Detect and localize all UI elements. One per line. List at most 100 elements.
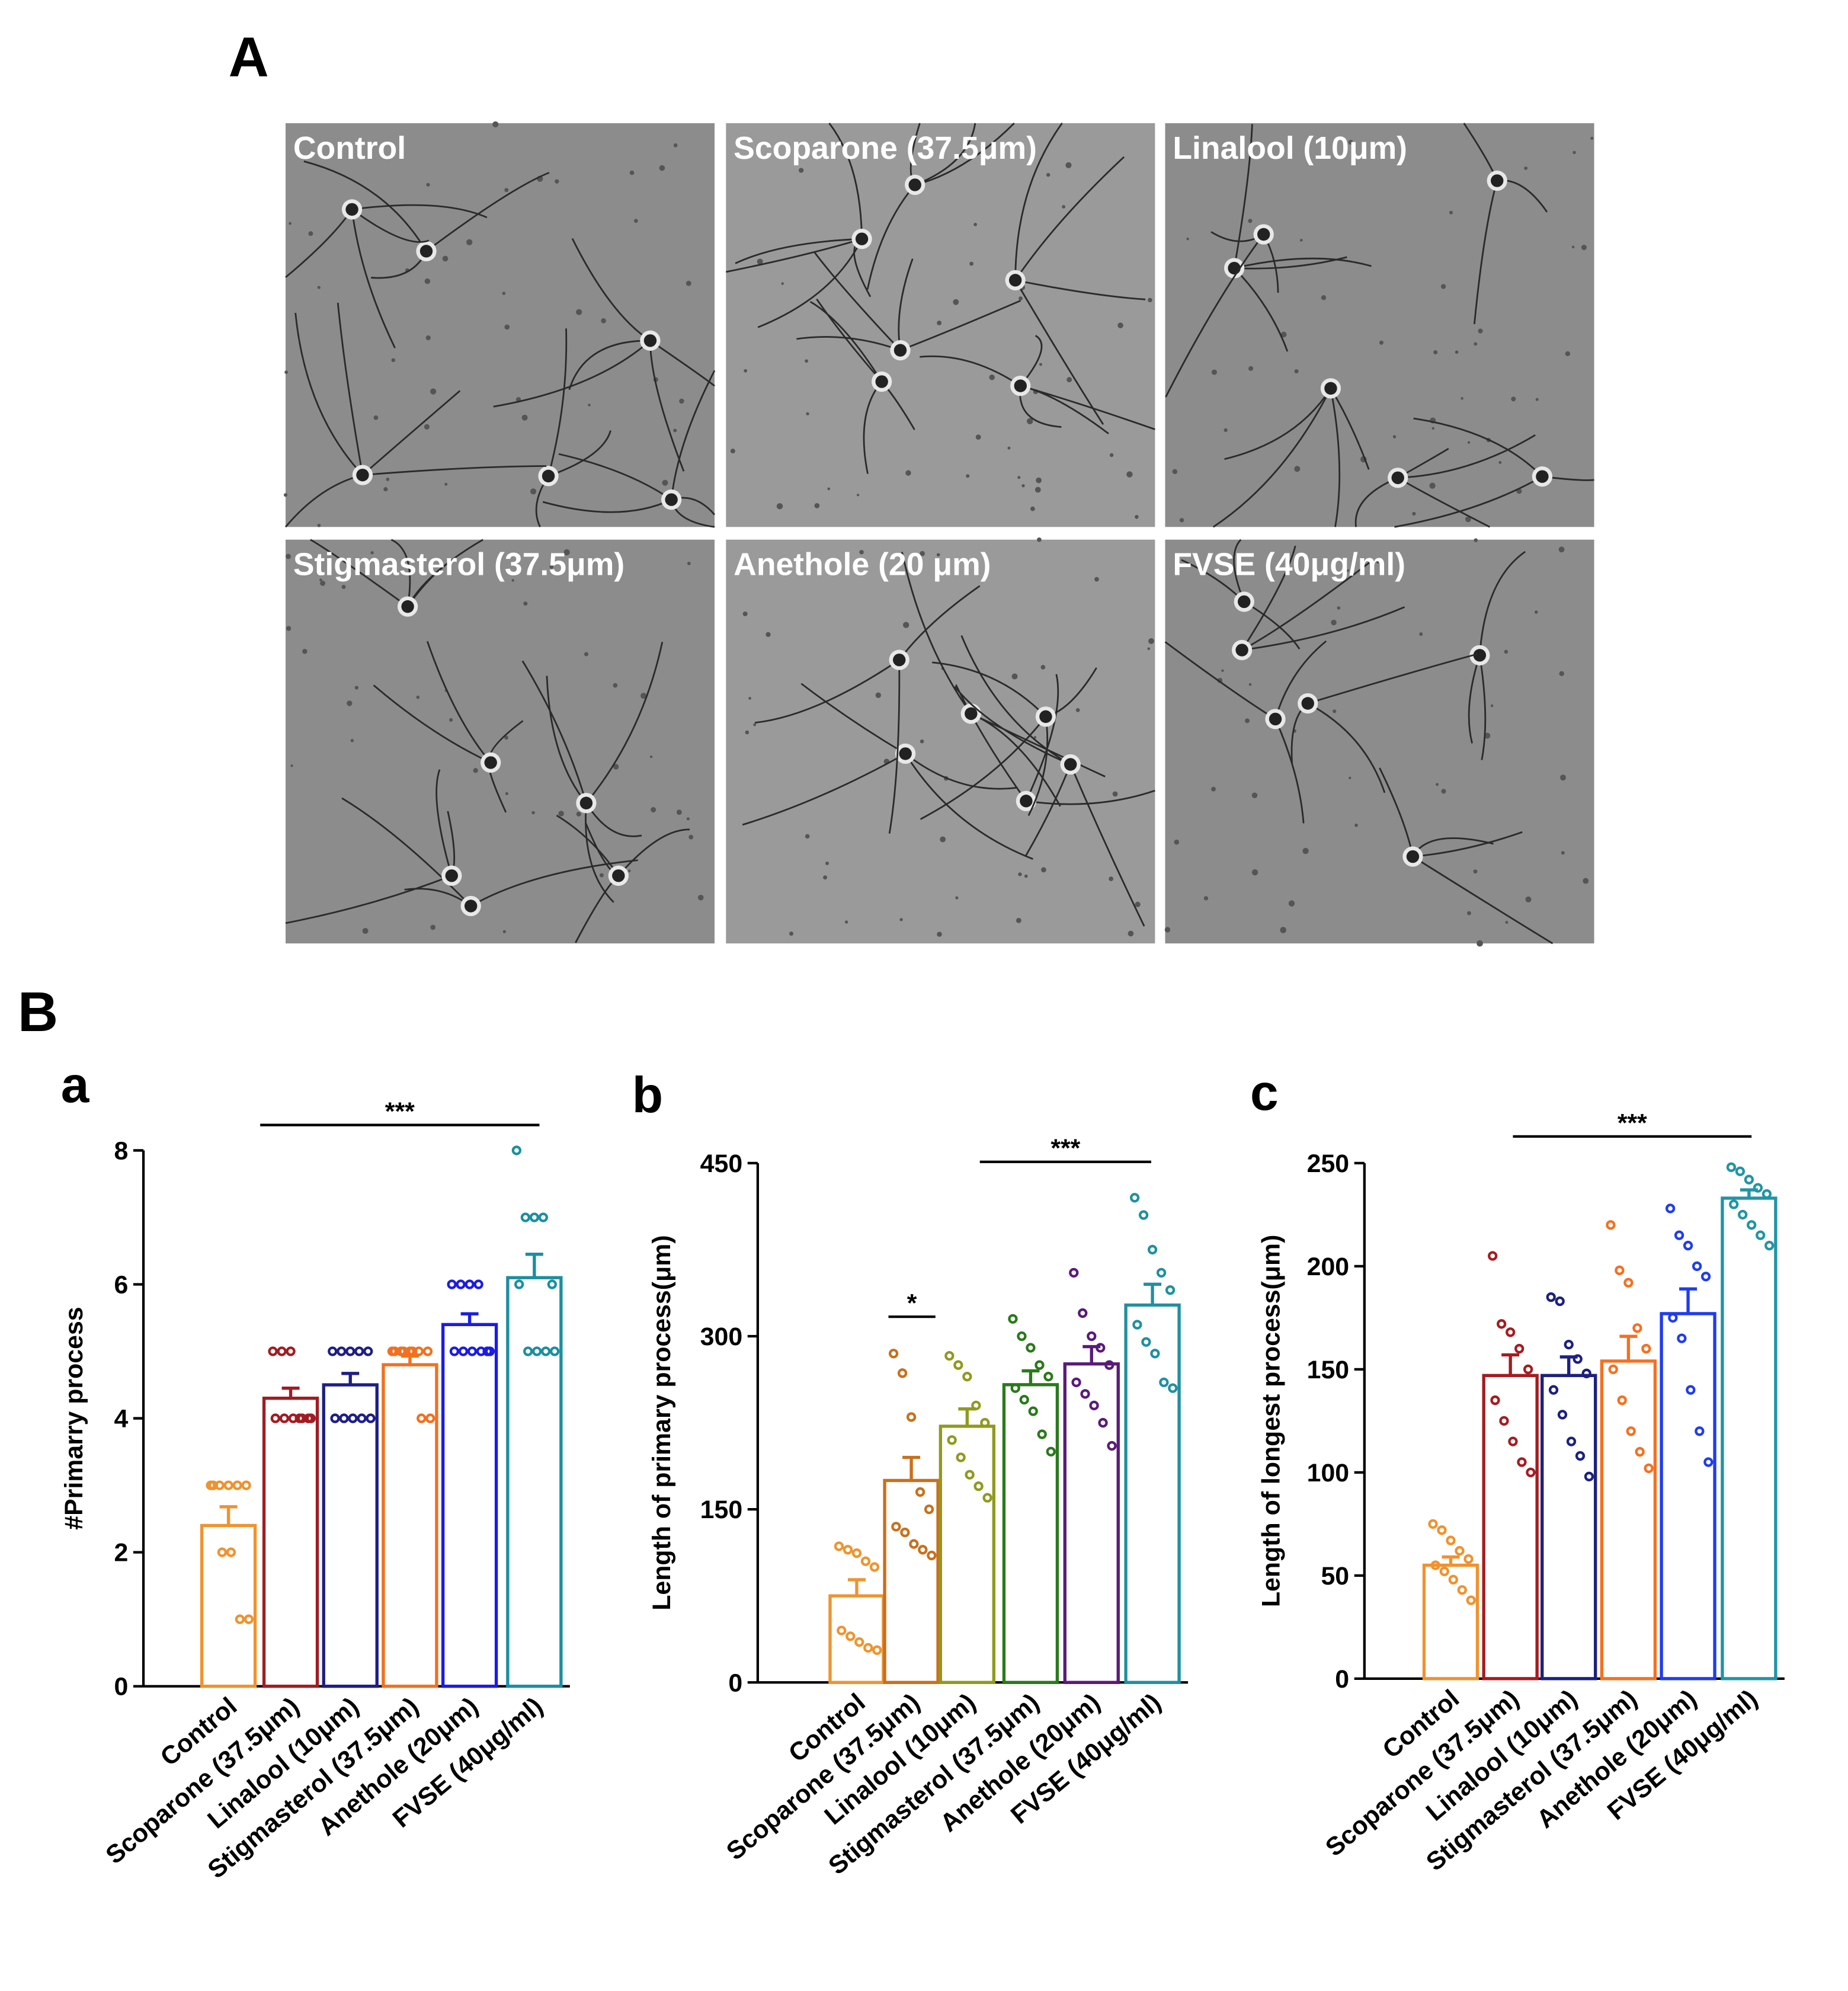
data-point — [348, 1413, 358, 1423]
data-point — [1695, 1426, 1705, 1436]
data-point — [956, 1452, 966, 1462]
debris — [1280, 331, 1287, 338]
debris — [1294, 369, 1299, 374]
data-point — [226, 1547, 236, 1557]
debris — [859, 550, 864, 555]
data-point — [1104, 1360, 1114, 1370]
debris — [686, 817, 690, 821]
debris — [555, 179, 559, 184]
panel-letter: b — [632, 1067, 663, 1123]
panel-letter: c — [1250, 1064, 1279, 1121]
debris — [1018, 872, 1022, 876]
data-point — [467, 1346, 478, 1356]
debris — [1186, 237, 1189, 241]
soma — [464, 900, 478, 913]
data-point — [965, 1470, 975, 1480]
data-point — [845, 1631, 856, 1641]
data-point — [888, 1349, 899, 1359]
neurite — [901, 552, 972, 715]
data-point — [286, 1346, 296, 1356]
debris — [748, 697, 751, 700]
soma — [1039, 710, 1052, 724]
soma — [1257, 228, 1270, 241]
debris — [1016, 917, 1021, 923]
image-label: Anethole (20 μm) — [734, 548, 991, 582]
data-point — [872, 1645, 882, 1655]
soma — [612, 869, 625, 882]
neurite — [1479, 655, 1487, 760]
error-bar — [525, 1252, 543, 1278]
debris — [823, 875, 828, 880]
data-point — [1497, 1319, 1507, 1329]
debris — [391, 358, 396, 363]
neurite — [1241, 606, 1405, 651]
data-point — [1147, 1244, 1158, 1255]
neurite — [558, 453, 672, 501]
data-point — [1761, 1189, 1772, 1199]
neurite — [1014, 123, 1063, 280]
data-point — [1043, 1372, 1053, 1382]
data-point — [1035, 1360, 1045, 1370]
data-point — [1668, 1313, 1678, 1323]
data-point — [1523, 1364, 1533, 1374]
data-point — [1129, 1193, 1140, 1203]
neurite — [341, 797, 472, 907]
data-point — [1508, 1436, 1518, 1446]
data-point — [1566, 1436, 1577, 1446]
debris — [757, 258, 763, 265]
debris — [1429, 482, 1436, 489]
data-point — [1703, 1457, 1714, 1467]
debris — [937, 932, 942, 937]
soma — [893, 653, 906, 667]
soma — [1269, 712, 1282, 726]
neurite — [426, 641, 492, 763]
data-point — [1617, 1395, 1627, 1406]
soma — [1235, 644, 1248, 657]
debris — [1011, 673, 1018, 680]
data-point — [363, 1346, 373, 1356]
debris — [317, 286, 321, 289]
y-tick-label: 450 — [700, 1150, 742, 1178]
neurite — [1014, 156, 1125, 281]
data-point — [241, 1480, 251, 1490]
neurite — [914, 122, 1015, 186]
data-point — [915, 1487, 925, 1497]
debris — [673, 428, 677, 433]
debris — [530, 488, 537, 495]
neurite — [1165, 233, 1264, 398]
data-point — [1623, 1278, 1634, 1288]
debris — [286, 626, 292, 631]
data-point — [1150, 1349, 1160, 1359]
debris — [1572, 151, 1576, 155]
debris — [424, 424, 430, 430]
error-bar — [958, 1407, 976, 1426]
debris — [1477, 940, 1483, 947]
y-axis-label: Length of primary process(μm) — [648, 1235, 676, 1610]
error-bar — [460, 1312, 479, 1325]
data-point — [473, 1279, 483, 1289]
debris — [1525, 896, 1532, 902]
data-point — [1683, 1240, 1693, 1251]
neurite — [351, 209, 396, 348]
panel-label: B — [18, 981, 58, 1043]
data-point — [339, 1413, 349, 1423]
data-point — [1615, 1265, 1625, 1275]
data-point — [485, 1346, 495, 1356]
debris — [504, 735, 508, 740]
debris — [284, 370, 289, 374]
debris — [1148, 638, 1154, 644]
debris — [319, 578, 322, 581]
neurite — [585, 642, 664, 804]
debris — [1535, 398, 1539, 401]
image-label: Stigmasterol (37.5μm) — [293, 548, 624, 582]
debris — [827, 487, 831, 491]
debris — [286, 553, 291, 559]
debris — [444, 482, 448, 486]
soma — [1008, 274, 1022, 287]
bar — [1721, 1196, 1777, 1680]
neurite — [1413, 831, 1523, 857]
data-point — [1756, 1230, 1766, 1240]
data-point — [863, 1643, 873, 1653]
error-bar — [902, 1455, 921, 1481]
